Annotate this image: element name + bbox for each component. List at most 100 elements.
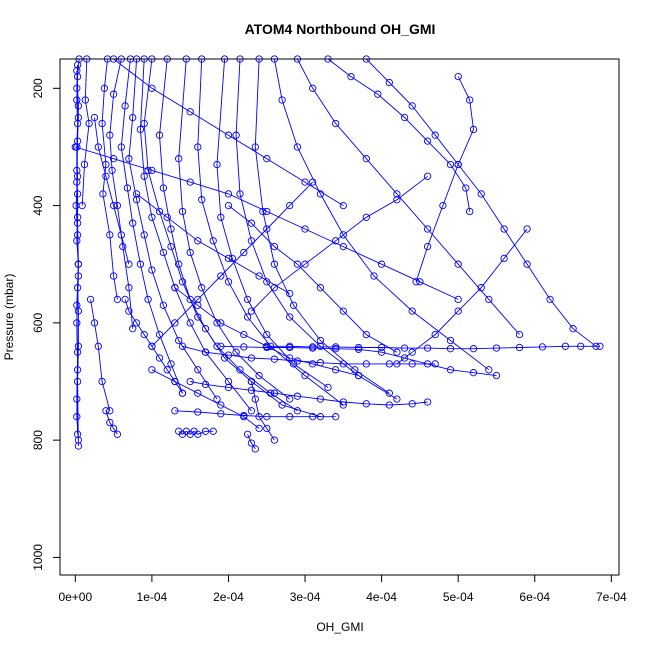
data-point <box>362 155 370 163</box>
data-point <box>148 366 156 374</box>
data-point <box>492 344 501 352</box>
data-point <box>339 398 347 406</box>
series-line <box>197 58 344 406</box>
data-point <box>224 377 233 386</box>
data-point <box>224 351 233 359</box>
data-point <box>217 319 225 327</box>
data-point <box>159 248 168 257</box>
data-point <box>186 319 194 327</box>
data-point <box>213 342 221 350</box>
data-point <box>393 190 401 198</box>
data-point <box>73 430 82 438</box>
chart-title: ATOM4 Northbound OH_GMI <box>245 21 436 37</box>
data-point <box>263 207 271 216</box>
data-point <box>106 131 114 139</box>
series-line <box>365 58 597 347</box>
data-point <box>148 166 156 175</box>
data-point <box>94 143 102 151</box>
data-point <box>309 413 317 421</box>
data-point <box>454 160 462 169</box>
data-point <box>125 155 133 163</box>
data-point <box>113 201 122 210</box>
data-point <box>247 407 256 415</box>
data-point <box>81 96 89 104</box>
data-point <box>423 137 432 145</box>
series-line <box>228 205 398 353</box>
data-point <box>106 231 114 239</box>
data-point <box>217 401 225 409</box>
data-point <box>109 201 118 210</box>
y-axis-label: Pressure (mbar) <box>2 274 16 361</box>
data-point <box>73 61 82 69</box>
data-point <box>462 184 470 192</box>
data-point <box>247 307 256 315</box>
data-point <box>194 301 202 309</box>
data-point <box>243 313 252 321</box>
data-point <box>201 427 210 435</box>
data-point <box>339 307 347 315</box>
data-point <box>339 242 347 251</box>
data-point <box>186 377 194 386</box>
data-point <box>278 401 286 409</box>
data-point <box>121 102 129 110</box>
series-line <box>174 410 336 418</box>
data-point <box>129 113 137 122</box>
data-point <box>354 371 363 380</box>
y-tick-label: 400 <box>31 195 45 215</box>
series-line <box>415 76 474 282</box>
data-point <box>332 345 340 353</box>
y-tick-label: 800 <box>31 430 45 450</box>
data-point <box>90 319 99 327</box>
data-point <box>159 301 168 309</box>
data-point <box>224 190 233 198</box>
data-point <box>148 342 156 350</box>
x-tick-label: 1e-04 <box>137 590 168 604</box>
series-line <box>266 345 600 350</box>
data-point <box>247 377 256 386</box>
data-point <box>129 325 137 333</box>
series-line <box>251 175 428 312</box>
data-point <box>263 155 271 163</box>
data-point <box>194 366 202 374</box>
data-point <box>217 272 225 280</box>
data-point <box>217 342 225 350</box>
data-point <box>217 410 225 418</box>
data-point <box>90 113 99 122</box>
x-tick-label: 3e-04 <box>290 590 321 604</box>
series-layer <box>71 55 604 453</box>
data-point <box>194 237 202 245</box>
data-point <box>332 119 340 128</box>
data-point <box>119 242 127 251</box>
data-point <box>316 395 325 403</box>
data-point <box>73 219 82 227</box>
data-point <box>569 325 577 333</box>
data-point <box>270 436 279 444</box>
data-point <box>270 260 279 268</box>
data-point <box>167 360 175 368</box>
data-point <box>255 424 263 433</box>
data-point <box>255 413 263 421</box>
data-point <box>132 190 141 198</box>
x-tick-label: 0e+00 <box>58 590 92 604</box>
data-point <box>423 398 432 406</box>
data-point <box>301 178 309 186</box>
data-point <box>385 78 393 87</box>
data-point <box>485 366 493 374</box>
data-point <box>117 143 125 151</box>
data-point <box>74 260 83 268</box>
series-line <box>254 58 390 394</box>
data-point <box>577 342 585 350</box>
series-line <box>273 58 490 371</box>
data-point <box>477 284 485 292</box>
x-tick-label: 4e-04 <box>366 590 397 604</box>
data-point <box>209 427 217 435</box>
data-point <box>178 389 187 397</box>
data-point <box>251 395 259 403</box>
data-point <box>339 231 347 239</box>
data-point <box>171 407 179 415</box>
data-point <box>194 143 202 151</box>
series-line <box>124 299 183 394</box>
data-point <box>393 348 401 356</box>
data-point <box>224 254 233 263</box>
data-point <box>466 207 474 216</box>
